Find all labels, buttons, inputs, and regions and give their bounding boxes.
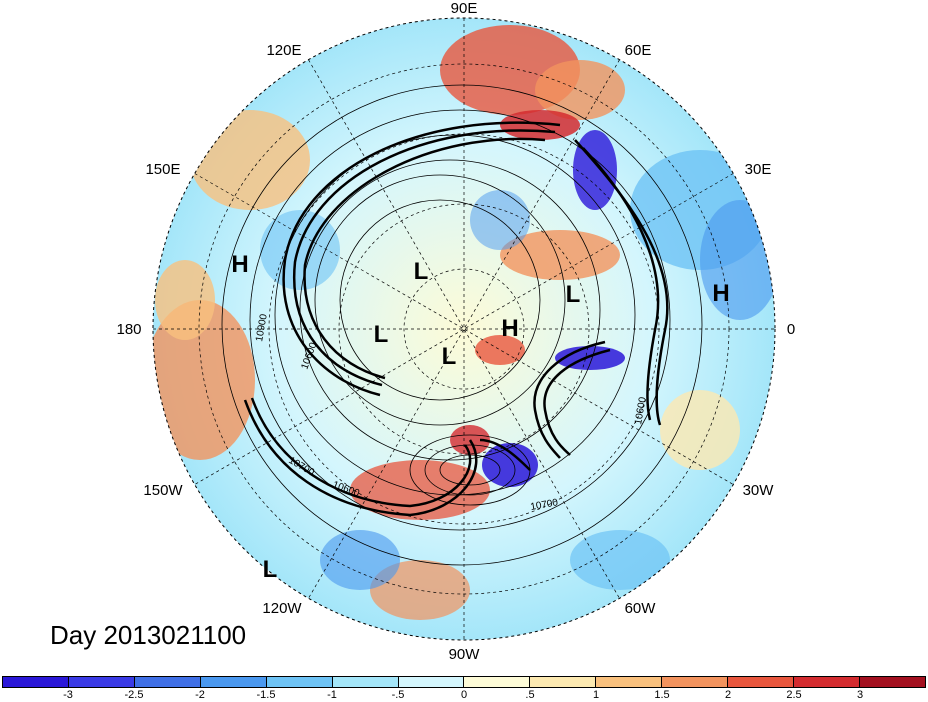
- jet-streams: [243, 121, 669, 517]
- lon-label-90e: 90E: [451, 0, 478, 17]
- colorbar-label: 2: [724, 689, 732, 701]
- colorbar-label: 2.5: [786, 689, 802, 701]
- colorbar-label: 1.5: [654, 689, 670, 701]
- colorbar-label: -1.5: [256, 689, 276, 701]
- high-pressure-marker: H: [712, 280, 729, 307]
- lon-label-30w: 30W: [743, 482, 775, 499]
- lon-label-60w: 60W: [625, 600, 657, 617]
- colorbar-box: [68, 677, 135, 687]
- low-pressure-marker: L: [442, 343, 457, 370]
- map-title: Day 2013021100: [50, 620, 247, 650]
- lon-label-90w: 90W: [449, 646, 481, 663]
- lon-label-150e: 150E: [145, 161, 180, 178]
- low-pressure-marker: L: [566, 281, 581, 308]
- colorbar-label: 1: [592, 689, 600, 701]
- lon-label-60e: 60E: [625, 42, 652, 59]
- low-pressure-marker: L: [263, 556, 278, 583]
- lon-label-30e: 30E: [745, 161, 772, 178]
- colorbar: [2, 676, 926, 688]
- colorbar-label: -1: [327, 689, 337, 701]
- low-pressure-marker: L: [374, 321, 389, 348]
- colorbar-label: -2: [195, 689, 205, 701]
- contour-label: 10700: [530, 497, 560, 513]
- longitude-labels: 90E 60E 30E 0 30W 60W 90W 120W 150W 180 …: [116, 0, 795, 663]
- anomaly-shading: [153, 18, 775, 640]
- colorbar-box: [332, 677, 399, 687]
- height-contours: [221, 84, 703, 566]
- colorbar-box: [266, 677, 333, 687]
- lon-label-0: 0: [787, 321, 795, 338]
- map-boundary: [152, 17, 776, 641]
- colorbar-box: [662, 677, 729, 687]
- contour-label: 10600: [633, 396, 649, 426]
- low-pressure-marker: L: [414, 258, 429, 285]
- contour-label: 10900: [254, 313, 270, 343]
- graticule: [153, 18, 775, 640]
- high-pressure-marker: H: [231, 251, 248, 278]
- colorbar-label: .5: [525, 689, 535, 701]
- lon-label-120w: 120W: [262, 600, 302, 617]
- colorbar-label: -2.5: [124, 689, 144, 701]
- colorbar-labels: -3 -2.5 -2 -1.5 -1 -.5 0 .5 1 1.5 2 2.5 3: [0, 689, 928, 702]
- colorbar-label: -3: [63, 689, 73, 701]
- colorbar-box: [596, 677, 663, 687]
- colorbar-label: 3: [856, 689, 864, 701]
- high-pressure-marker: H: [501, 315, 518, 342]
- colorbar-label: -.5: [391, 689, 405, 701]
- lon-label-150w: 150W: [143, 482, 183, 499]
- colorbar-label: 0: [460, 689, 468, 701]
- colorbar-box: [200, 677, 267, 687]
- colorbar-box: [398, 677, 465, 687]
- colorbar-box: [530, 677, 597, 687]
- pressure-centers: H L L L H L H L: [231, 251, 729, 583]
- colorbar-box: [3, 677, 69, 687]
- colorbar-box: [134, 677, 201, 687]
- colorbar-box: [859, 677, 925, 687]
- colorbar-box: [728, 677, 795, 687]
- lon-label-180: 180: [116, 321, 141, 338]
- colorbar-box: [464, 677, 531, 687]
- colorbar-box: [794, 677, 860, 687]
- lon-label-120e: 120E: [266, 42, 301, 59]
